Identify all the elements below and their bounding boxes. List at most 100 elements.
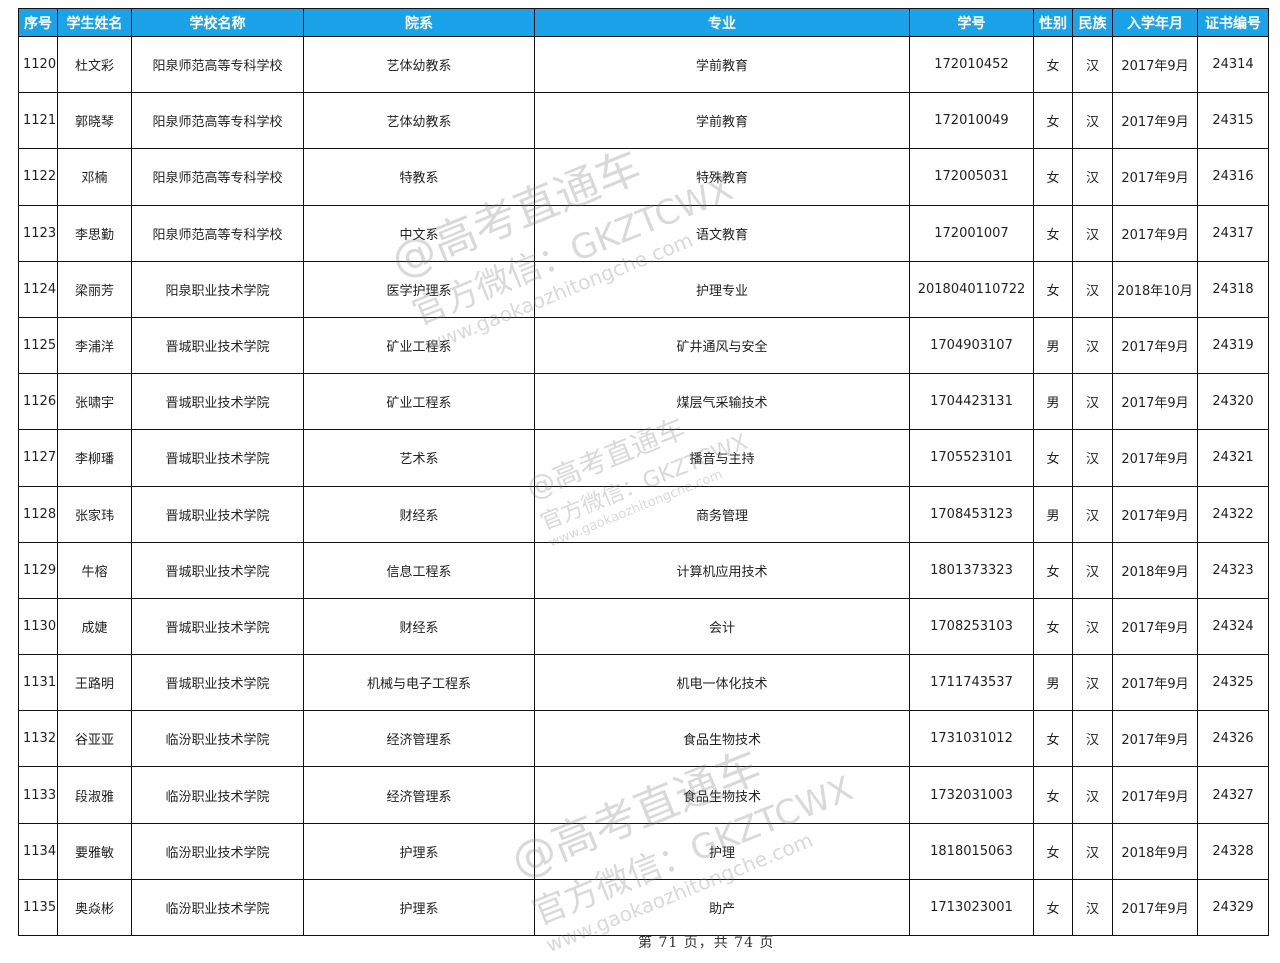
- cell-department: 医学护理系: [303, 260, 535, 318]
- cell-student-id: 172010049: [909, 92, 1034, 150]
- table-row: 1125 李浦洋 晋城职业技术学院 矿业工程系 矿井通风与安全 1704903107 男汉 2…: [18, 316, 1269, 375]
- cell-name: 张家玮: [57, 485, 132, 543]
- cell-certificate-no: 24329: [1197, 878, 1269, 937]
- cell-student-id: 1705523101: [909, 429, 1034, 487]
- cell-school: 晋城职业技术学院: [131, 597, 304, 656]
- cell-index: 1125: [18, 316, 58, 375]
- table-row: 1120 杜文彩 阳泉师范高等专科学校 艺体幼教系 学前教育 172010452 女汉 201…: [18, 35, 1269, 94]
- cell-department: 护理系: [303, 822, 535, 880]
- cell-certificate-no: 24323: [1197, 541, 1269, 599]
- cell-index: 1121: [18, 92, 58, 150]
- cell-gender: 女: [1033, 260, 1073, 318]
- cell-major: 学前教育: [534, 35, 910, 94]
- cell-ethnicity: 汉: [1072, 316, 1113, 375]
- cell-department: 信息工程系: [303, 541, 535, 599]
- cell-name: 邓楠: [57, 148, 132, 206]
- cell-gender: 女: [1033, 541, 1073, 599]
- cell-name: 梁丽芳: [57, 260, 132, 318]
- cell-major: 机电一体化技术: [534, 654, 910, 712]
- cell-major: 计算机应用技术: [534, 541, 910, 599]
- cell-major: 助产: [534, 878, 910, 937]
- cell-ethnicity: 汉: [1072, 429, 1113, 487]
- table-row: 1132 谷亚亚 临汾职业技术学院 经济管理系 食品生物技术 1731031012 女汉 20…: [18, 710, 1269, 768]
- cell-major: 护理: [534, 822, 910, 880]
- header-certificate-no: 证书编号: [1197, 8, 1269, 37]
- cell-school: 晋城职业技术学院: [131, 485, 304, 543]
- cell-gender: 男: [1033, 373, 1073, 431]
- table-row: 1122 邓楠 阳泉师范高等专科学校 特教系 特殊教育 172005031 女汉 2017年9…: [18, 148, 1269, 206]
- header-index: 序号: [18, 8, 58, 37]
- cell-school: 阳泉职业技术学院: [131, 260, 304, 318]
- table-row: 1130 成婕 晋城职业技术学院 财经系 会计 1708253103 女汉 2017年9月 24…: [18, 597, 1269, 656]
- cell-gender: 女: [1033, 148, 1073, 206]
- cell-name: 王路明: [57, 654, 132, 712]
- cell-department: 矿业工程系: [303, 316, 535, 375]
- cell-gender: 女: [1033, 35, 1073, 94]
- table-row: 1135 奥焱彬 临汾职业技术学院 护理系 助产 1713023001 女汉 2017年9月 2…: [18, 878, 1269, 937]
- cell-enroll-date: 2017年9月: [1112, 148, 1198, 206]
- table-row: 1134 要雅敏 临汾职业技术学院 护理系 护理 1818015063 女汉 2018年9月 2…: [18, 822, 1269, 880]
- cell-index: 1130: [18, 597, 58, 656]
- cell-school: 晋城职业技术学院: [131, 541, 304, 599]
- cell-gender: 女: [1033, 204, 1073, 262]
- page-footer: 第 71 页，共 74 页: [638, 935, 775, 951]
- cell-student-id: 1704903107: [909, 316, 1034, 375]
- cell-student-id: 1704423131: [909, 373, 1034, 431]
- cell-ethnicity: 汉: [1072, 710, 1113, 768]
- cell-gender: 女: [1033, 92, 1073, 150]
- cell-major: 煤层气采输技术: [534, 373, 910, 431]
- cell-index: 1129: [18, 541, 58, 599]
- cell-name: 张啸宇: [57, 373, 132, 431]
- cell-name: 郭晓琴: [57, 92, 132, 150]
- cell-certificate-no: 24321: [1197, 429, 1269, 487]
- cell-department: 艺术系: [303, 429, 535, 487]
- cell-enroll-date: 2017年9月: [1112, 710, 1198, 768]
- cell-enroll-date: 2017年9月: [1112, 654, 1198, 712]
- cell-student-id: 1711743537: [909, 654, 1034, 712]
- table-row: 1129 牛榕 晋城职业技术学院 信息工程系 计算机应用技术 1801373323 女汉 20…: [18, 541, 1269, 599]
- cell-student-id: 1713023001: [909, 878, 1034, 937]
- cell-index: 1128: [18, 485, 58, 543]
- header-gender: 性别: [1033, 8, 1073, 37]
- cell-certificate-no: 24318: [1197, 260, 1269, 318]
- cell-department: 特教系: [303, 148, 535, 206]
- cell-enroll-date: 2018年9月: [1112, 822, 1198, 880]
- cell-gender: 女: [1033, 710, 1073, 768]
- cell-index: 1134: [18, 822, 58, 880]
- cell-name: 李柳璠: [57, 429, 132, 487]
- cell-school: 临汾职业技术学院: [131, 878, 304, 937]
- header-row: 序号 学生姓名 学校名称 院系 专业 学号 性别 民族 入学年月 证书编号: [18, 8, 1269, 37]
- cell-department: 护理系: [303, 878, 535, 937]
- cell-major: 食品生物技术: [534, 766, 910, 824]
- cell-major: 特殊教育: [534, 148, 910, 206]
- cell-school: 晋城职业技术学院: [131, 373, 304, 431]
- cell-major: 食品生物技术: [534, 710, 910, 768]
- cell-enroll-date: 2017年9月: [1112, 429, 1198, 487]
- header-student-id: 学号: [909, 8, 1034, 37]
- cell-certificate-no: 24325: [1197, 654, 1269, 712]
- cell-department: 机械与电子工程系: [303, 654, 535, 712]
- cell-index: 1132: [18, 710, 58, 768]
- cell-name: 杜文彩: [57, 35, 132, 94]
- cell-ethnicity: 汉: [1072, 260, 1113, 318]
- cell-student-id: 1708453123: [909, 485, 1034, 543]
- cell-major: 播音与主持: [534, 429, 910, 487]
- cell-gender: 男: [1033, 654, 1073, 712]
- cell-gender: 男: [1033, 485, 1073, 543]
- cell-index: 1127: [18, 429, 58, 487]
- cell-gender: 男: [1033, 316, 1073, 375]
- cell-school: 临汾职业技术学院: [131, 822, 304, 880]
- cell-school: 阳泉师范高等专科学校: [131, 204, 304, 262]
- table-row: 1128 张家玮 晋城职业技术学院 财经系 商务管理 1708453123 男汉 2017年9…: [18, 485, 1269, 543]
- cell-certificate-no: 24327: [1197, 766, 1269, 824]
- cell-department: 财经系: [303, 485, 535, 543]
- cell-name: 牛榕: [57, 541, 132, 599]
- cell-major: 学前教育: [534, 92, 910, 150]
- cell-gender: 女: [1033, 878, 1073, 937]
- cell-name: 李浦洋: [57, 316, 132, 375]
- cell-index: 1135: [18, 878, 58, 937]
- header-department: 院系: [303, 8, 535, 37]
- cell-certificate-no: 24317: [1197, 204, 1269, 262]
- cell-name: 奥焱彬: [57, 878, 132, 937]
- header-major: 专业: [534, 8, 910, 37]
